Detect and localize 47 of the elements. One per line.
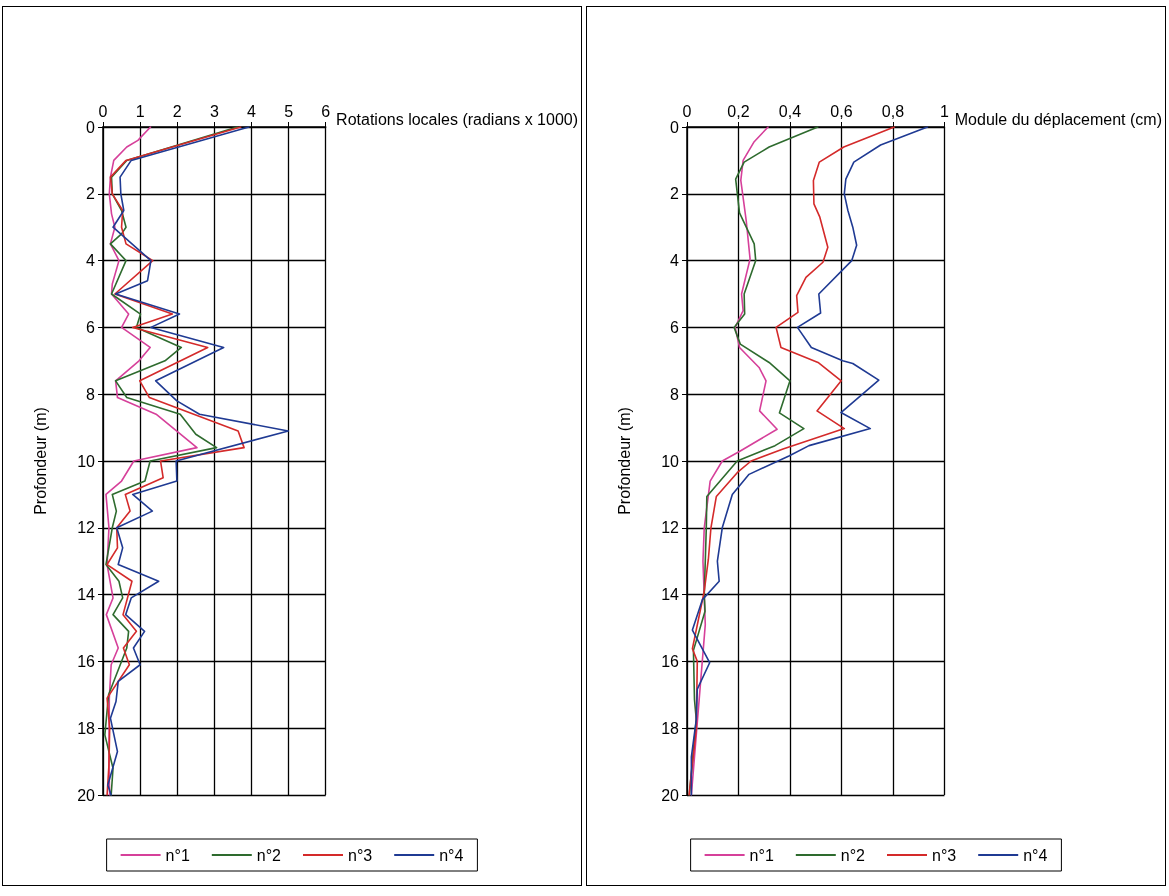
y-tick-label: 20: [77, 786, 96, 804]
y-tick-label: 4: [86, 252, 96, 270]
y-tick-label: 6: [670, 318, 680, 336]
x-axis-title: Rotations locales (radians x 1000): [336, 110, 578, 128]
y-tick-label: 20: [661, 786, 680, 804]
y-tick-label: 2: [86, 185, 96, 203]
y-tick-label: 6: [86, 318, 96, 336]
x-tick-label: 3: [209, 102, 219, 120]
y-tick-label: 8: [86, 385, 96, 403]
x-tick-label: 0: [98, 102, 108, 120]
legend-label: n°2: [840, 846, 866, 864]
y-tick-label: 16: [661, 652, 680, 670]
legend-label: n°1: [749, 846, 774, 864]
x-tick-label: 1: [939, 102, 949, 120]
y-tick-label: 0: [670, 118, 680, 136]
x-tick-label: 1: [135, 102, 145, 120]
y-tick-label: 16: [77, 652, 96, 670]
y-tick-label: 12: [77, 519, 96, 537]
y-tick-label: 4: [670, 252, 680, 270]
x-tick-label: 0,6: [830, 102, 853, 120]
y-tick-label: 18: [77, 719, 96, 737]
x-tick-label: 2: [172, 102, 182, 120]
x-tick-label: 0,4: [778, 102, 802, 120]
x-axis-title: Module du déplacement (cm): [954, 110, 1162, 128]
y-tick-label: 0: [86, 118, 96, 136]
y-axis-title: Profondeur (m): [615, 407, 633, 515]
y-tick-label: 12: [661, 519, 680, 537]
y-tick-label: 8: [670, 385, 680, 403]
y-tick-label: 10: [661, 452, 680, 470]
x-tick-label: 0,8: [881, 102, 905, 120]
y-axis-title: Profondeur (m): [31, 407, 49, 515]
legend-label: n°4: [439, 846, 464, 864]
x-tick-label: 4: [247, 102, 257, 120]
x-tick-label: 0: [682, 102, 692, 120]
y-tick-label: 14: [77, 586, 96, 604]
legend-label: n°4: [1023, 846, 1048, 864]
y-tick-label: 10: [77, 452, 96, 470]
legend-label: n°1: [165, 846, 190, 864]
legend-label: n°3: [348, 846, 373, 864]
y-tick-label: 2: [670, 185, 680, 203]
x-tick-label: 6: [321, 102, 331, 120]
legend-label: n°3: [932, 846, 957, 864]
x-tick-label: 5: [284, 102, 294, 120]
y-tick-label: 18: [661, 719, 680, 737]
legend-label: n°2: [256, 846, 282, 864]
y-tick-label: 14: [661, 586, 680, 604]
x-tick-label: 0,2: [727, 102, 750, 120]
